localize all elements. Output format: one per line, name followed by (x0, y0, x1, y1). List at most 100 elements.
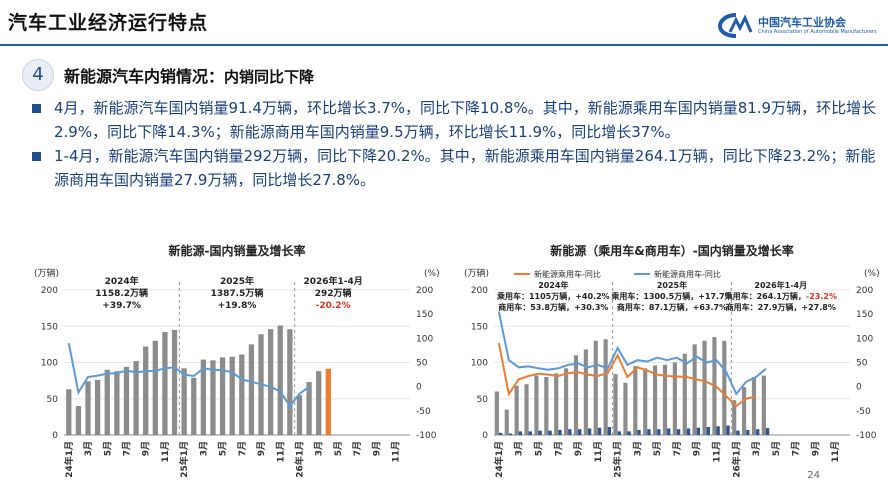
bar (162, 332, 168, 435)
x-tick-label: 3月 (514, 441, 525, 456)
caam-logo-icon (718, 13, 753, 38)
y2-axis-unit-label: (%) (424, 269, 440, 279)
bar-passenger (544, 377, 549, 435)
x-tick-label: 2026年1月 (730, 441, 742, 478)
top-header: 汽车工业经济运行特点 中国汽车工业协会 China Association of… (0, 0, 888, 44)
bar-commercial (538, 430, 542, 435)
x-tick-label: 5月 (102, 441, 113, 456)
annotation-growth: -20.2% (316, 301, 351, 311)
x-tick-label: 9月 (141, 441, 152, 456)
bar-passenger (662, 364, 668, 435)
x-tick-label: 2026年1月 (293, 441, 305, 478)
x-tick-label: 11月 (160, 441, 171, 463)
x-tick-label: 5月 (534, 441, 545, 456)
annotation-passenger: 乘用车：1105万辆，+40.2% (496, 291, 610, 301)
bar-commercial (765, 428, 770, 435)
bar-passenger (573, 355, 579, 435)
y2-tick-label: -50 (856, 407, 871, 417)
y2-tick-label: 100 (416, 334, 433, 344)
y-tick-label: 50 (477, 395, 489, 405)
y2-tick-label: 0 (416, 383, 422, 393)
bar (210, 360, 216, 435)
caam-logo: 中国汽车工业协会 China Association of Automobile… (718, 12, 877, 40)
bullet-item: 4月，新能源汽车国内销量91.4万辆，环比增长3.7%，同比下降10.8%。其中… (32, 96, 877, 144)
x-tick-label: 3月 (751, 441, 762, 456)
x-tick-label: 5月 (218, 441, 229, 456)
y-axis-unit-label: (万辆) (464, 267, 489, 279)
annotation-year: 2026年1-4月 (303, 275, 362, 287)
logo-chinese-name: 中国汽车工业协会 (758, 16, 846, 29)
section-title-main: 新能源汽车内销情况： (64, 67, 225, 86)
bar-commercial (607, 427, 612, 435)
bar-commercial (657, 429, 661, 435)
y-tick-label: 100 (471, 359, 488, 369)
bar (104, 369, 110, 435)
annotation-passenger-growth: -23.2% (806, 292, 837, 301)
bar (200, 359, 207, 435)
annotation-total: 1158.2万辆 (95, 287, 148, 299)
annotation-total: 292万辆 (315, 287, 352, 299)
bar-commercial (558, 429, 562, 435)
x-tick-label: 3月 (198, 441, 209, 456)
y2-tick-label: 50 (416, 359, 428, 369)
bar-passenger (623, 382, 628, 435)
y-tick-label: 200 (41, 286, 58, 296)
x-tick-label: 3月 (83, 441, 94, 456)
x-tick-label: 7月 (791, 441, 802, 456)
x-tick-label: 9月 (573, 441, 584, 456)
bar-commercial (548, 430, 552, 435)
bar-passenger (682, 353, 687, 435)
growth-line (497, 311, 767, 396)
bar-commercial (508, 433, 513, 435)
y2-tick-label: 100 (856, 334, 873, 344)
x-tick-label: 3月 (314, 441, 325, 456)
annotation-year: 2024年 (105, 275, 139, 287)
annotation-growth: +19.8% (218, 301, 257, 311)
bar-commercial (568, 429, 572, 435)
bullet-text: 4月，新能源汽车国内销量91.4万辆，环比增长3.7%，同比下降10.8%。其中… (54, 99, 877, 141)
summary-bullets: 4月，新能源汽车国内销量91.4万辆，环比增长3.7%，同比下降10.8%。其中… (32, 96, 877, 192)
bar (219, 357, 226, 435)
chart-passenger-commercial-sales: 新能源（乘用车&商用车）-国内销量及增长率 (万辆) (%) 0 50 100 150 200… (464, 243, 880, 478)
bar-commercial (716, 426, 720, 435)
bar (143, 346, 149, 435)
bar-commercial (587, 428, 592, 435)
bar (75, 406, 82, 435)
bar-commercial (756, 429, 760, 435)
y-tick-label: 0 (52, 431, 58, 441)
bar-passenger (524, 384, 529, 435)
x-tick-label: 11月 (712, 441, 723, 463)
growth-line (67, 343, 310, 408)
bar (296, 395, 303, 435)
bar (277, 325, 283, 435)
x-tick-label: 7月 (553, 441, 564, 456)
bullet-text: 1-4月，新能源汽车国内销量292万辆，同比下降20.2%。其中，新能源乘用车国… (54, 147, 876, 189)
y2-tick-label: -100 (856, 431, 877, 441)
bar-commercial (627, 431, 631, 435)
annotation-year: 2025年 (220, 275, 254, 287)
bar-passenger (603, 339, 608, 435)
x-tick-label: 11月 (593, 441, 604, 463)
y2-tick-label: 50 (856, 359, 868, 369)
bar-commercial (706, 427, 710, 435)
bar-commercial (498, 432, 503, 435)
section-subtitle: 内销同比下降 (224, 68, 315, 86)
bar-passenger (643, 368, 648, 435)
annotation-passenger: 乘用车：1300.5万辆，+17.7% (610, 291, 732, 301)
y2-tick-label: -100 (416, 431, 437, 441)
bar (94, 379, 101, 435)
x-tick-label: 2025年1月 (178, 441, 190, 478)
bar (85, 381, 91, 435)
bar-commercial (676, 429, 681, 435)
y2-tick-label: 150 (416, 310, 433, 320)
bar (123, 366, 130, 435)
bar (133, 361, 139, 435)
annotation-commercial: 商用车：53.8万辆，+30.3% (498, 302, 608, 312)
section-number-badge: 4 (22, 59, 54, 91)
bar-passenger (692, 344, 697, 435)
bar-passenger (613, 374, 618, 435)
x-tick-label: 5月 (771, 441, 782, 456)
y2-tick-label: 0 (856, 383, 862, 393)
bar-passenger (751, 377, 757, 435)
x-tick-label: 9月 (371, 441, 382, 456)
